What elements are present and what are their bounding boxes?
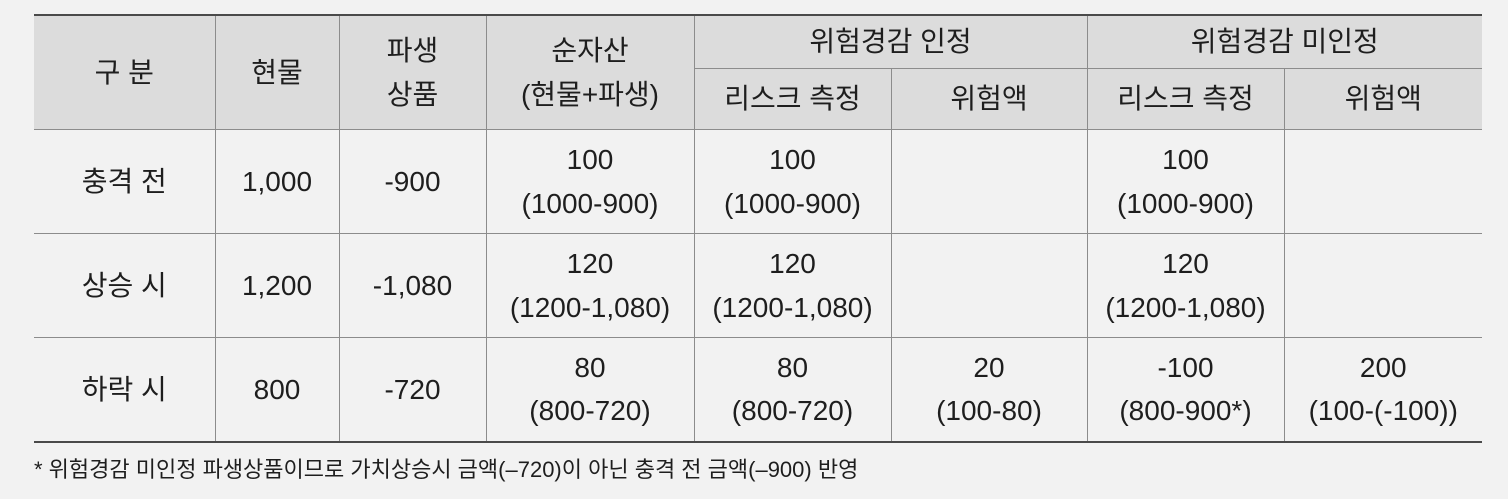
rec-measure-value: 100	[769, 144, 816, 176]
unrec-measure-cell: -100 (800-900*)	[1086, 337, 1285, 442]
rec-measure-calc: (1200-1,080)	[712, 291, 873, 323]
row-label: 상승 시	[34, 233, 216, 338]
net-calc: (1200-1,080)	[509, 291, 671, 323]
spot-cell: 1,000	[214, 129, 340, 234]
header-category: 구 분	[34, 14, 216, 130]
risk-comparison-table: 구 분 현물 파생 상품 순자산 (현물+파생) 위험경감 인정 위험경감 미인…	[34, 14, 1483, 443]
rec-measure-cell: 100 (1000-900)	[693, 129, 892, 234]
rec-measure-value: 80	[776, 351, 809, 383]
header-rec-risk-measure: 리스크 측정	[694, 68, 892, 130]
row-label: 하락 시	[34, 337, 216, 442]
derivative-cell: -1,080	[338, 233, 487, 338]
header-unrec-risk-measure: 리스크 측정	[1086, 68, 1285, 130]
rec-amount-value: 20	[973, 351, 1005, 383]
unrec-amount-cell	[1283, 129, 1483, 234]
header-row-2: 리스크 측정 위험액 리스크 측정 위험액	[34, 68, 1483, 130]
rec-measure-calc: (800-720)	[731, 395, 854, 427]
net-value: 100	[566, 144, 614, 176]
unrec-measure-cell: 120 (1200-1,080)	[1086, 233, 1285, 338]
rec-measure-cell: 80 (800-720)	[693, 337, 892, 442]
header-spot: 현물	[214, 14, 340, 130]
rec-amount-cell	[890, 233, 1088, 338]
header-derivative-line2: 상품	[386, 78, 439, 110]
rec-amount-calc: (100-80)	[936, 395, 1042, 427]
rec-measure-cell: 120 (1200-1,080)	[693, 233, 892, 338]
table-row: 하락 시 800 -720 80 (800-720) 80 (800-720) …	[34, 337, 1483, 442]
header-net-line1: 순자산	[551, 35, 629, 67]
derivative-cell: -900	[338, 129, 487, 234]
net-cell: 120 (1200-1,080)	[485, 233, 695, 338]
unrec-measure-cell: 100 (1000-900)	[1086, 129, 1285, 234]
spot-cell: 800	[214, 337, 340, 442]
header-rec-risk-amount: 위험액	[890, 68, 1088, 130]
unrec-amount-calc: (100-(-100))	[1308, 395, 1458, 427]
unrec-amount-cell: 200 (100-(-100))	[1283, 337, 1483, 442]
net-cell: 100 (1000-900)	[485, 129, 695, 234]
unrec-measure-value: -100	[1157, 351, 1214, 383]
derivative-cell: -720	[338, 337, 487, 442]
rec-measure-value: 120	[769, 248, 816, 280]
header-net-assets: 순자산 (현물+파생)	[485, 14, 695, 130]
unrec-measure-calc: (1000-900)	[1117, 187, 1254, 219]
net-calc: (800-720)	[529, 395, 651, 427]
header-derivative: 파생 상품	[338, 14, 487, 130]
net-cell: 80 (800-720)	[485, 337, 695, 442]
table-row: 상승 시 1,200 -1,080 120 (1200-1,080) 120 (…	[34, 233, 1483, 338]
header-net-line2: (현물+파생)	[520, 78, 660, 110]
unrec-measure-value: 100	[1162, 144, 1209, 176]
header-unrec-risk-amount: 위험액	[1283, 68, 1483, 130]
header-derivative-line1: 파생	[386, 35, 439, 67]
table-row: 충격 전 1,000 -900 100 (1000-900) 100 (1000…	[34, 129, 1483, 234]
spot-cell: 1,200	[214, 233, 340, 338]
header-hedge-unrecognized: 위험경감 미인정	[1086, 14, 1483, 69]
net-calc: (1000-900)	[521, 187, 659, 219]
unrec-measure-value: 120	[1162, 248, 1209, 280]
unrec-amount-value: 200	[1359, 351, 1407, 383]
rec-measure-calc: (1000-900)	[724, 187, 861, 219]
net-value: 120	[566, 248, 614, 280]
rec-amount-cell	[890, 129, 1088, 234]
unrec-amount-cell	[1283, 233, 1483, 338]
net-value: 80	[574, 351, 606, 383]
footnote: * 위험경감 미인정 파생상품이므로 가치상승시 금액(–720)이 아닌 충격…	[34, 457, 859, 482]
header-hedge-recognized: 위험경감 인정	[693, 14, 1088, 69]
row-label: 충격 전	[34, 129, 216, 234]
unrec-measure-calc: (1200-1,080)	[1105, 291, 1266, 323]
header-row-1: 구 분 현물 파생 상품 순자산 (현물+파생) 위험경감 인정 위험경감 미인…	[34, 14, 1483, 130]
rec-amount-cell: 20 (100-80)	[890, 337, 1088, 442]
unrec-measure-calc: (800-900*)	[1119, 395, 1252, 427]
